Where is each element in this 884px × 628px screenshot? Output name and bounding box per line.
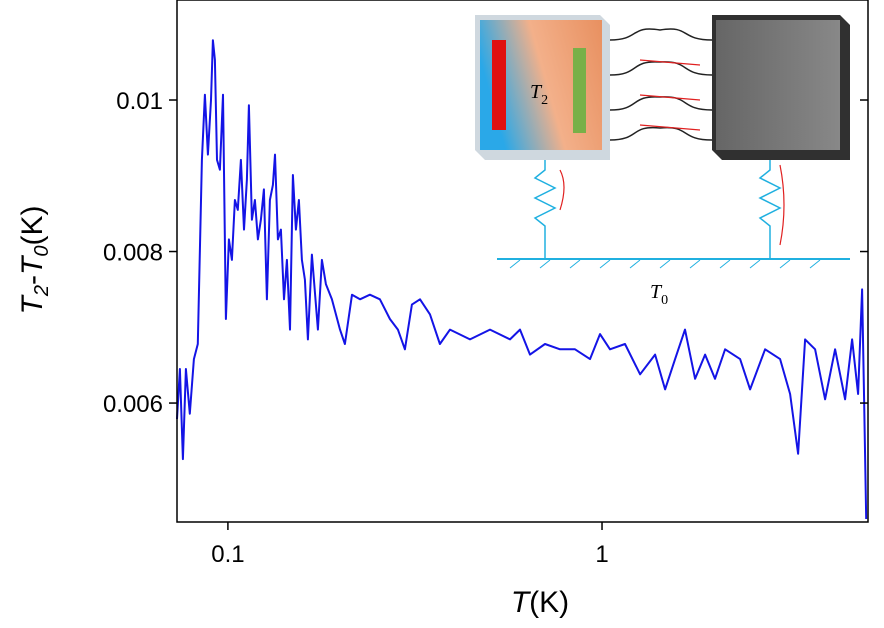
y-label-part: T bbox=[16, 293, 49, 314]
inset-label-base: T bbox=[530, 81, 543, 103]
x-label-part: T bbox=[511, 586, 532, 619]
inset-diagram: T2 T0 bbox=[475, 15, 850, 308]
y-tick-label: 0.01 bbox=[116, 88, 163, 115]
heater bbox=[492, 40, 506, 130]
inset-label: T0 bbox=[650, 281, 668, 308]
y-label-part: 2 bbox=[31, 285, 53, 297]
inset-label-sub: 0 bbox=[661, 293, 668, 308]
hatch bbox=[509, 259, 821, 269]
inset-label: T2 bbox=[530, 81, 548, 108]
y-label-part: (K) bbox=[16, 206, 49, 246]
x-tick-label: 1 bbox=[595, 541, 608, 568]
sensor bbox=[573, 48, 586, 133]
cold-block-face bbox=[716, 20, 840, 150]
heat-flow bbox=[559, 59, 785, 246]
y-tick-label: 0.008 bbox=[103, 240, 163, 267]
y-label-part: - bbox=[16, 275, 49, 285]
inset-label-base: T bbox=[650, 281, 663, 303]
links bbox=[609, 28, 713, 141]
springs bbox=[533, 160, 782, 258]
plot-frame bbox=[176, 0, 869, 523]
x-axis-label: T(K) bbox=[511, 586, 569, 619]
data-line bbox=[176, 39, 868, 520]
inset-label-sub: 2 bbox=[541, 93, 548, 108]
y-label-part: 0 bbox=[31, 246, 53, 257]
x-label-part: (K) bbox=[529, 586, 569, 619]
y-axis-label: T2-T0(K) bbox=[16, 206, 53, 315]
x-tick-label: 0.1 bbox=[211, 541, 244, 568]
y-tick-label: 0.006 bbox=[103, 391, 163, 418]
y-label-part: T bbox=[16, 254, 49, 275]
